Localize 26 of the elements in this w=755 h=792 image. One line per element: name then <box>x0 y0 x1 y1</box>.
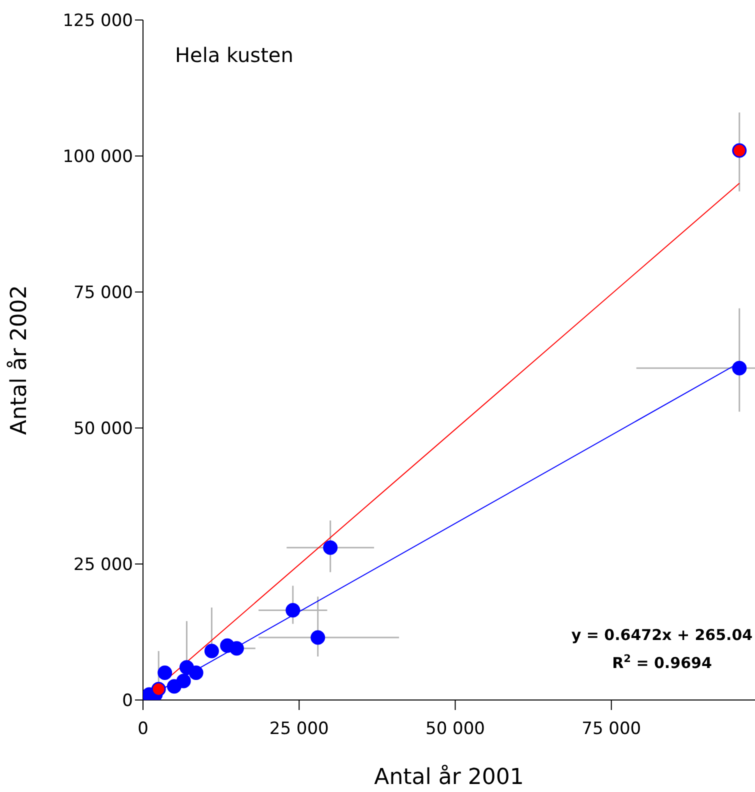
y-tick-label: 125 000 <box>62 11 133 32</box>
x-tick-label: 0 <box>138 719 148 740</box>
x-tick-label: 50 000 <box>426 719 485 740</box>
point <box>286 602 300 618</box>
x-tick-label: 25 000 <box>269 719 329 740</box>
point <box>220 638 235 653</box>
annotation: R$^{2}$ = 0.9694 <box>612 653 712 672</box>
y-axis-title: Antal år 2002 <box>6 285 32 435</box>
point <box>158 666 172 680</box>
y-tick-label: 25 000 <box>74 555 133 576</box>
x-axis-title: Antal år 2001 <box>374 764 524 790</box>
point <box>204 644 219 658</box>
y-tick-label: 0 <box>122 691 133 712</box>
point <box>188 666 204 680</box>
point <box>151 682 166 696</box>
y-tick-label: 75 000 <box>74 283 133 304</box>
point <box>310 630 326 645</box>
y-tick-label: 50 000 <box>74 419 133 440</box>
point <box>166 679 182 694</box>
x-tick-label: 75 000 <box>582 719 642 740</box>
point <box>323 540 338 555</box>
y-tick-label: 100 000 <box>62 147 133 168</box>
text: Hela kusten <box>175 43 294 67</box>
point <box>732 360 747 376</box>
point <box>732 143 747 158</box>
annotation: y = 0.6472x + 265.04 <box>571 626 753 644</box>
